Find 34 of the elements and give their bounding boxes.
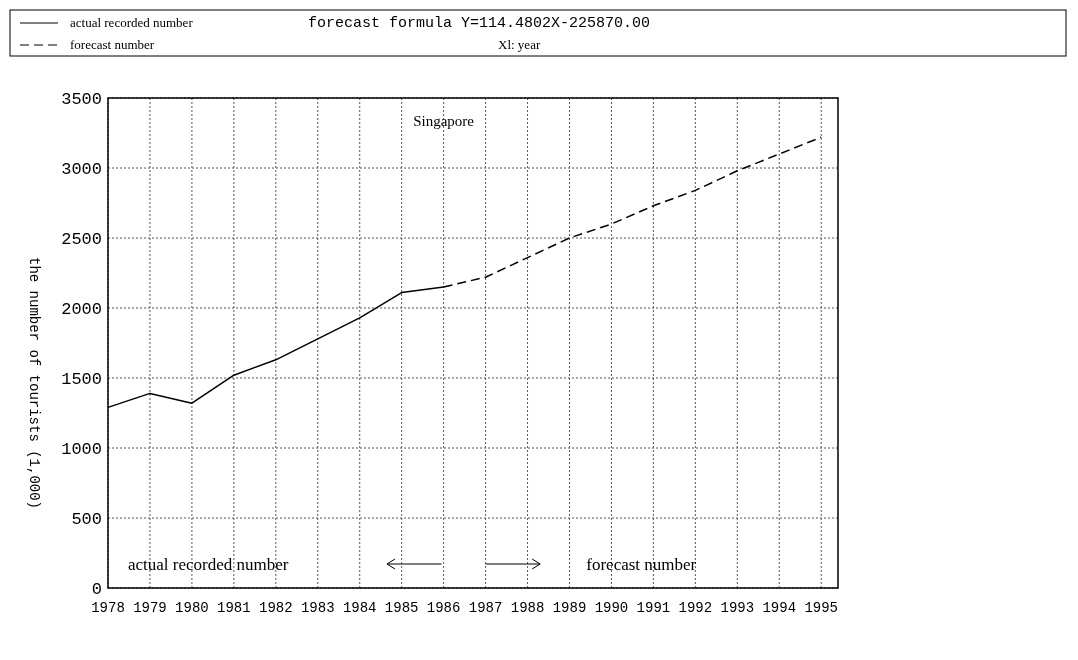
x-tick-label: 1983 — [300, 600, 335, 616]
x-tick-label: 1980 — [175, 600, 209, 616]
x-tick-label: 1987 — [468, 600, 503, 616]
text: Singapore — [413, 113, 475, 129]
x-tick-label: 1990 — [594, 600, 629, 616]
x-tick-label: 1986 — [426, 600, 461, 616]
x-tick-label: 1985 — [384, 600, 419, 616]
y-tick-label: 1000 — [61, 439, 102, 459]
y-tick-label: 3000 — [61, 159, 102, 179]
y-tick-label: 0 — [91, 579, 102, 599]
y-tick-label: 2500 — [61, 229, 102, 249]
x-tick-label: 1994 — [762, 600, 797, 616]
y-tick-label: 3500 — [61, 89, 102, 109]
x-tick-label: 1991 — [636, 600, 671, 616]
x-tick-label: 1982 — [259, 600, 293, 616]
x-tick-label: 1984 — [342, 600, 377, 616]
y-axis-title: the number of tourists (1,000) — [26, 256, 42, 510]
legend-label: actual recorded number — [70, 15, 194, 30]
x-tick-label: 1992 — [678, 600, 713, 616]
x-tick-label: 1995 — [804, 600, 839, 616]
x-tick-label: 1979 — [133, 600, 167, 616]
x-tick-label: 1988 — [510, 600, 545, 616]
x-tick-label: 1978 — [91, 600, 125, 616]
annotation: actual recorded number — [128, 555, 289, 574]
x-tick-label: 1989 — [552, 600, 587, 616]
y-tick-label: 500 — [71, 509, 102, 529]
y-tick-label: 2000 — [61, 299, 102, 319]
y-tick-label: 1500 — [61, 369, 102, 389]
legend-label: forecast number — [70, 37, 155, 52]
x-tick-label: 1981 — [217, 600, 251, 616]
x-tick-label: 1993 — [720, 600, 755, 616]
annotation: forecast number — [586, 555, 697, 574]
text: Xl: year — [498, 37, 541, 52]
text: forecast formula Y=114.4802X-225870.00 — [308, 15, 651, 32]
